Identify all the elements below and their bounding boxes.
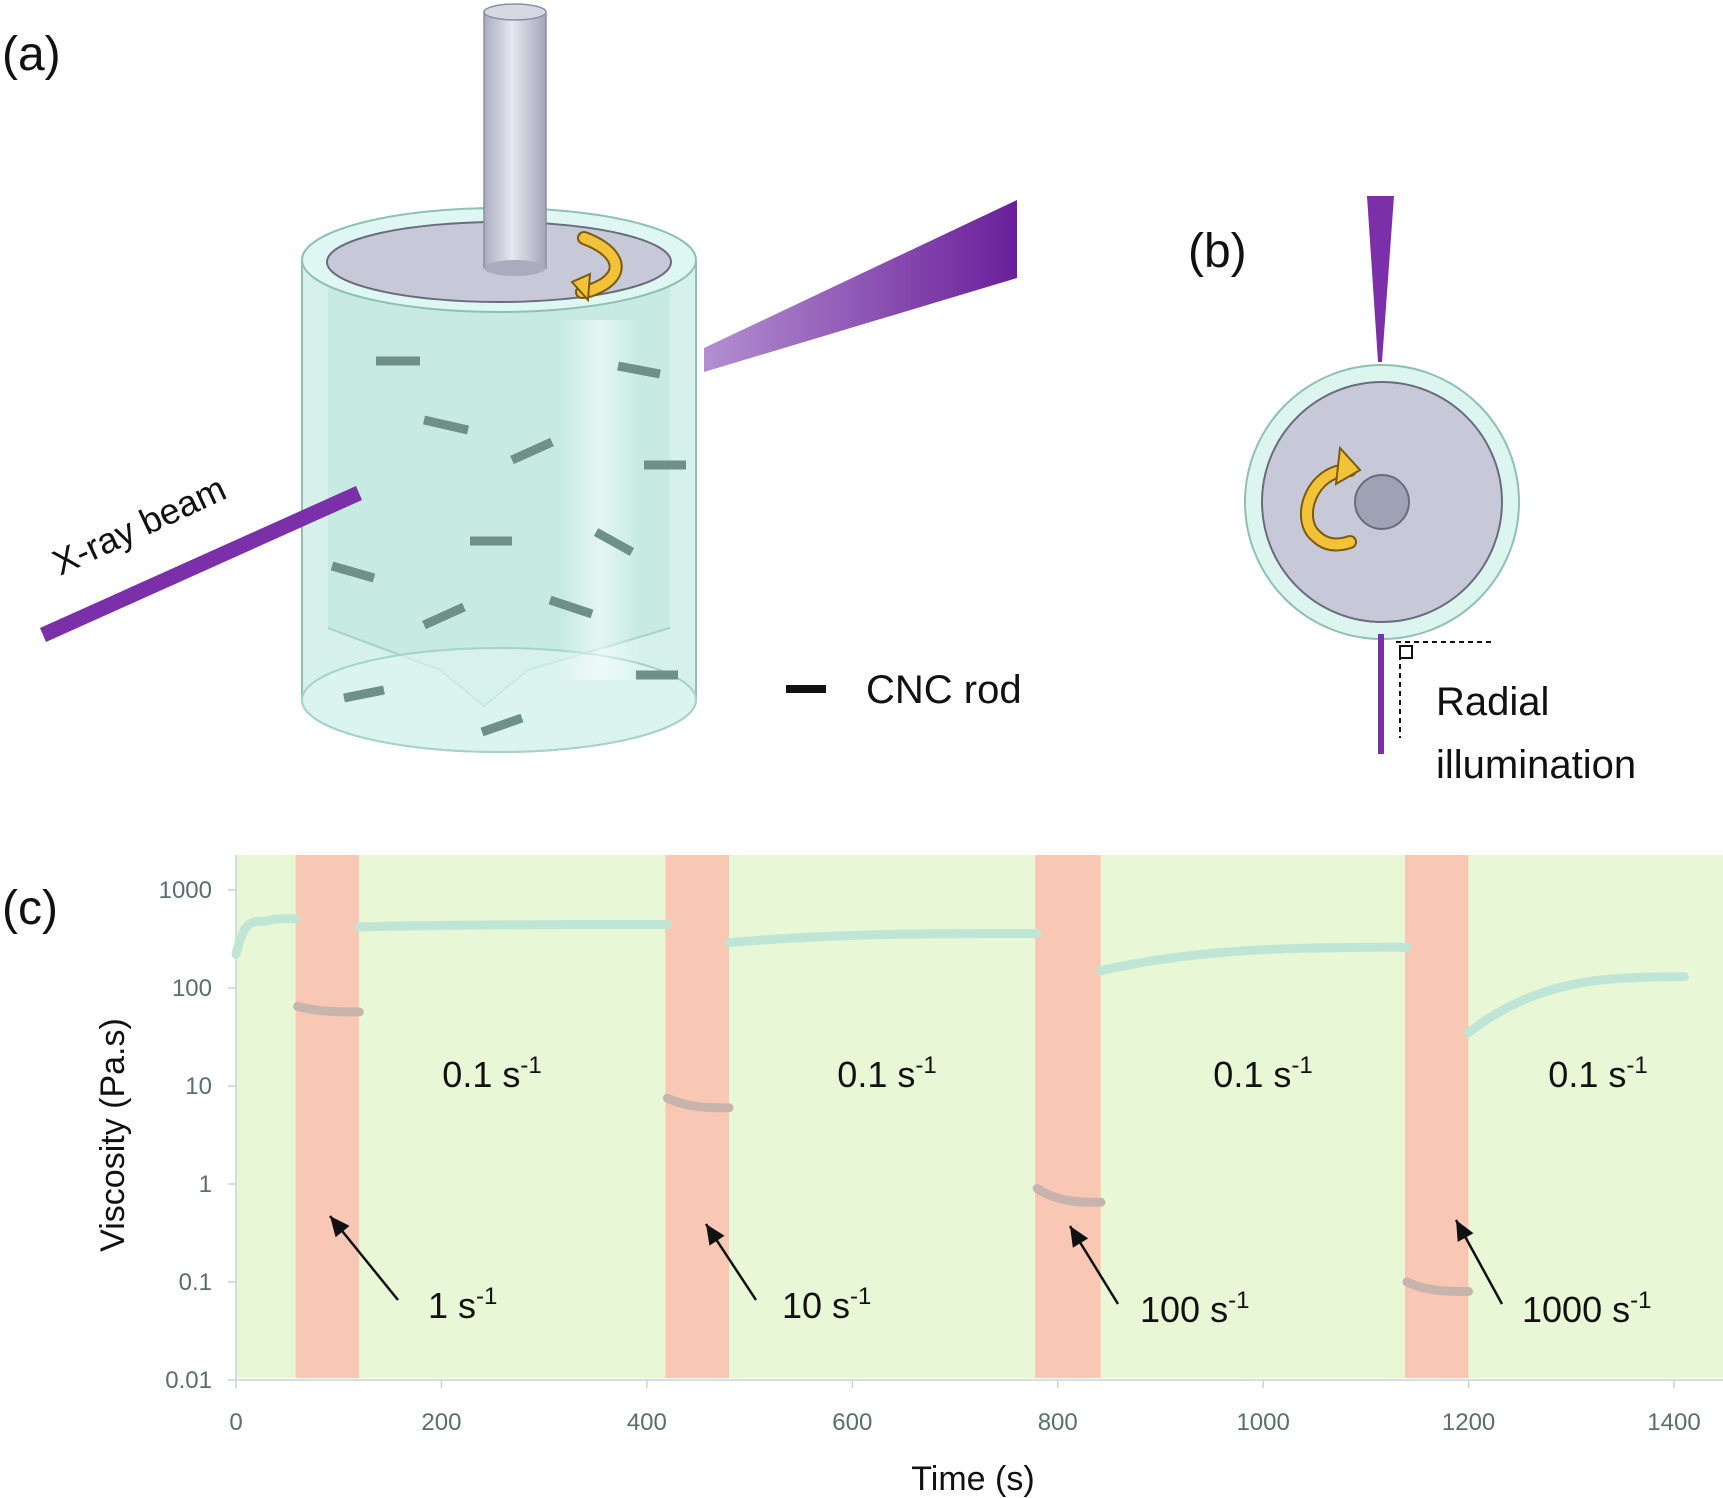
rest-rate-label: 0.1 s-1 — [442, 1052, 541, 1095]
rest-series-segment-4 — [1464, 972, 1689, 1038]
shear-rate-label: 10 s-1 — [782, 1283, 871, 1326]
xray-beam — [40, 486, 362, 642]
x-tick-label: 0 — [229, 1409, 242, 1436]
radial-illumination-line1: Radial — [1436, 680, 1549, 724]
viscosity-chart: 0.01 0.1 1 10 100 1000 0 200 400 600 800 1000 1200 14… — [94, 855, 1723, 1498]
rest-rate-label: 0.1 s-1 — [837, 1052, 936, 1095]
scattered-beam — [704, 200, 1017, 372]
rest-rate-label: 0.1 s-1 — [1548, 1052, 1647, 1095]
rest-band-8 — [1468, 855, 1723, 1378]
x-tick-label: 400 — [627, 1409, 667, 1436]
panel-a-label: (a) — [2, 28, 61, 81]
y-tick-label: 100 — [172, 975, 212, 1002]
rest-band-0 — [236, 855, 296, 1378]
radial-illumination-line2: illumination — [1436, 743, 1636, 787]
rotation-arrow-b-icon — [1300, 445, 1362, 552]
radial-angle-marker — [1396, 641, 1494, 738]
panel-c-label: (c) — [2, 882, 58, 935]
rest-series-segment-3 — [1096, 942, 1412, 976]
rest-series-segment-2 — [724, 929, 1042, 948]
shear-arrow-head-icon — [706, 1224, 725, 1246]
shear-series-segment-3 — [1402, 1277, 1474, 1296]
rest-series-segment-0 — [231, 914, 301, 959]
panel-c: (c) 0.01 0.1 1 10 100 1000 0 200 400 600 800 1000 12… — [2, 855, 1723, 1498]
panel-b-label: (b) — [1188, 225, 1247, 278]
scattered-beam-top — [1367, 196, 1394, 362]
rest-band-2 — [359, 855, 666, 1378]
y-tick-label: 0.1 — [179, 1269, 212, 1296]
cnc-rod-legend-label: CNC rod — [866, 668, 1022, 712]
shear-series-segment-0 — [293, 1001, 364, 1017]
shear-rate-label: 100 s-1 — [1140, 1287, 1249, 1330]
x-tick-label: 1200 — [1442, 1409, 1495, 1436]
x-tick-label: 800 — [1038, 1409, 1078, 1436]
x-tick-label: 600 — [832, 1409, 872, 1436]
shear-rate-label: 1000 s-1 — [1522, 1287, 1651, 1330]
rest-series-segment-1 — [354, 920, 672, 932]
x-tick-label: 200 — [421, 1409, 461, 1436]
shear-arrow-head-icon — [330, 1216, 350, 1238]
incident-beam-b — [1378, 634, 1384, 754]
couette-cup — [301, 207, 697, 753]
x-tick-label: 1400 — [1647, 1409, 1700, 1436]
x-tick-label: 1000 — [1236, 1409, 1289, 1436]
shear-series-segment-2 — [1032, 1184, 1106, 1207]
panel-b: (b) Radial illumination — [1188, 196, 1636, 787]
y-tick-label: 1 — [199, 1171, 212, 1198]
cnc-rods — [330, 356, 686, 737]
rotor-shaft — [483, 3, 547, 276]
shear-arrow-head-icon — [1456, 1220, 1474, 1242]
shear-band-1 — [295, 855, 360, 1378]
shear-arrow-head-icon — [1070, 1226, 1089, 1248]
y-tick-label: 0.01 — [165, 1367, 212, 1394]
shear-band-7 — [1404, 855, 1469, 1378]
rest-rate-label: 0.1 s-1 — [1213, 1052, 1312, 1095]
x-axis-label: Time (s) — [911, 1460, 1034, 1498]
shear-rate-label: 1 s-1 — [428, 1283, 497, 1326]
shear-series-segment-1 — [662, 1093, 734, 1113]
panel-a: (a) — [2, 3, 1022, 753]
y-tick-label: 10 — [185, 1073, 212, 1100]
rotation-arrow-icon — [570, 231, 623, 303]
rest-band-6 — [1100, 855, 1405, 1378]
shear-band-3 — [665, 855, 730, 1378]
shear-band-5 — [1035, 855, 1101, 1378]
y-axis-label: Viscosity (Pa.s) — [94, 1018, 132, 1252]
y-tick-label: 1000 — [159, 877, 212, 904]
shaft-top-view — [1354, 474, 1410, 530]
